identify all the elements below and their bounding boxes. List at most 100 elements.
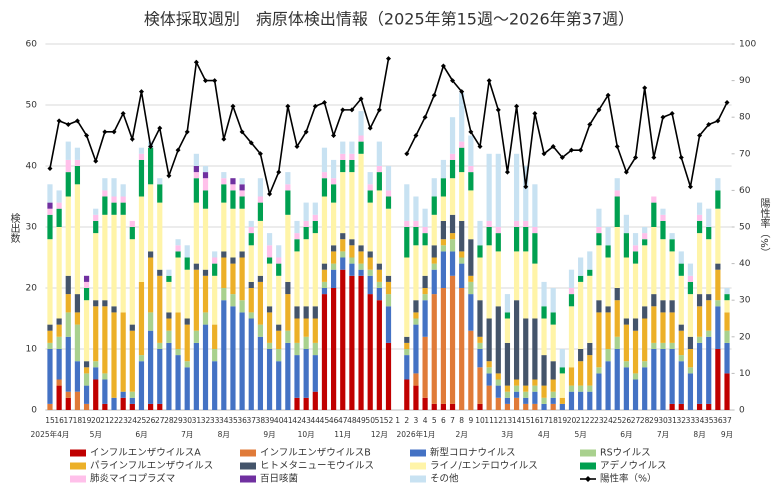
bar-segment <box>632 233 639 246</box>
bar-segment <box>632 251 639 264</box>
line-marker <box>175 147 181 153</box>
bar-segment <box>431 294 437 404</box>
bar-segment <box>321 196 328 264</box>
bar-segment <box>523 397 529 404</box>
bar-segment <box>440 245 446 252</box>
bar-segment <box>486 385 492 410</box>
legend-swatch <box>70 462 86 470</box>
bar-segment <box>175 251 181 258</box>
bar-segment <box>47 324 53 331</box>
bar-segment <box>148 330 154 404</box>
bar-segment <box>385 166 392 191</box>
y-tick-label: 50 <box>26 101 38 111</box>
bar-segment <box>706 208 712 227</box>
bar-segment <box>138 355 145 362</box>
bar-segment <box>303 349 309 398</box>
x-group-label: 2025年4月 <box>31 429 70 439</box>
bar-segment <box>202 178 209 191</box>
legend-label: ライノ/エンテロウイルス <box>430 461 538 472</box>
x-group-label: 7月 <box>181 430 193 439</box>
bar-segment <box>422 208 428 227</box>
bar-segment <box>340 239 346 252</box>
bar-segment <box>266 349 273 410</box>
bar-segment <box>431 269 437 295</box>
bar-segment <box>138 153 145 160</box>
bar-segment <box>331 288 337 410</box>
bar-segment <box>696 336 703 343</box>
bar-segment <box>468 294 474 331</box>
bar-segment <box>541 385 547 398</box>
bar-segment <box>102 196 108 215</box>
legend-swatch <box>580 449 596 457</box>
bar-segment <box>148 312 154 331</box>
bar-segment <box>129 403 135 410</box>
bar-segment <box>660 214 666 221</box>
line-marker <box>166 173 172 179</box>
bar-segment <box>331 245 337 252</box>
bar-segment <box>477 367 483 404</box>
bar-segment <box>83 385 90 404</box>
bar-segment <box>303 336 309 349</box>
bar-segment <box>276 245 282 258</box>
bar-segment <box>358 153 364 246</box>
bar-segment <box>102 178 108 191</box>
bar-segment <box>285 172 291 185</box>
y-tick-label: 0 <box>31 406 37 416</box>
bar-segment <box>678 263 684 276</box>
bar-segment <box>385 190 392 197</box>
x-tick-label: 2 <box>404 416 409 425</box>
bar-segment <box>477 245 483 258</box>
bar-segment <box>303 202 309 221</box>
legend-label: その他 <box>430 473 459 485</box>
bar-segment <box>578 391 584 410</box>
bar-segment <box>413 324 419 374</box>
bar-segment <box>276 263 282 276</box>
bar-segment <box>65 141 71 160</box>
bar-segment <box>596 373 602 410</box>
bar-segment <box>74 184 81 295</box>
bar-segment <box>715 349 721 410</box>
bar-segment <box>111 196 117 203</box>
x-tick-label: 43 <box>301 416 311 425</box>
bar-segment <box>257 281 264 325</box>
line-marker <box>504 169 510 175</box>
bar-segment <box>376 141 382 166</box>
x-tick-label: 34 <box>219 416 229 425</box>
legend-label: 陽性率（%） <box>600 473 657 485</box>
bar-segment <box>248 233 254 246</box>
bar-segment <box>193 269 199 331</box>
bar-segment <box>331 178 337 185</box>
bar-segment <box>513 300 520 380</box>
bar-segment <box>193 166 199 173</box>
x-tick-label: 51 <box>375 416 385 425</box>
bar-segment <box>212 263 218 276</box>
bar-segment <box>504 385 511 392</box>
x-tick-label: 45 <box>320 416 330 425</box>
bar-segment <box>47 184 53 203</box>
bar-segment <box>459 220 465 252</box>
bar-segment <box>65 397 71 410</box>
bar-segment <box>129 220 135 227</box>
line-marker <box>120 111 126 117</box>
bar-segment <box>724 300 730 313</box>
bar-segment <box>340 159 346 173</box>
bar-segment <box>468 275 474 282</box>
bar-segment <box>532 385 538 392</box>
line-marker <box>312 103 318 109</box>
bar-segment <box>440 288 446 404</box>
bar-segment <box>541 397 547 404</box>
bar-segment <box>431 178 437 197</box>
bar-segment <box>605 306 611 313</box>
bar-segment <box>422 233 428 246</box>
bar-segment <box>74 166 81 185</box>
bar-segment <box>651 342 657 349</box>
bar-segment <box>266 312 273 343</box>
bar-segment <box>413 312 419 319</box>
bar-segment <box>74 312 81 325</box>
bar-segment <box>541 318 547 356</box>
bar-segment <box>550 324 556 362</box>
y2-tick-label: 30 <box>739 296 751 306</box>
bar-segment <box>257 220 264 276</box>
x-tick-label: 11 <box>484 416 494 425</box>
bar-segment <box>413 245 419 301</box>
